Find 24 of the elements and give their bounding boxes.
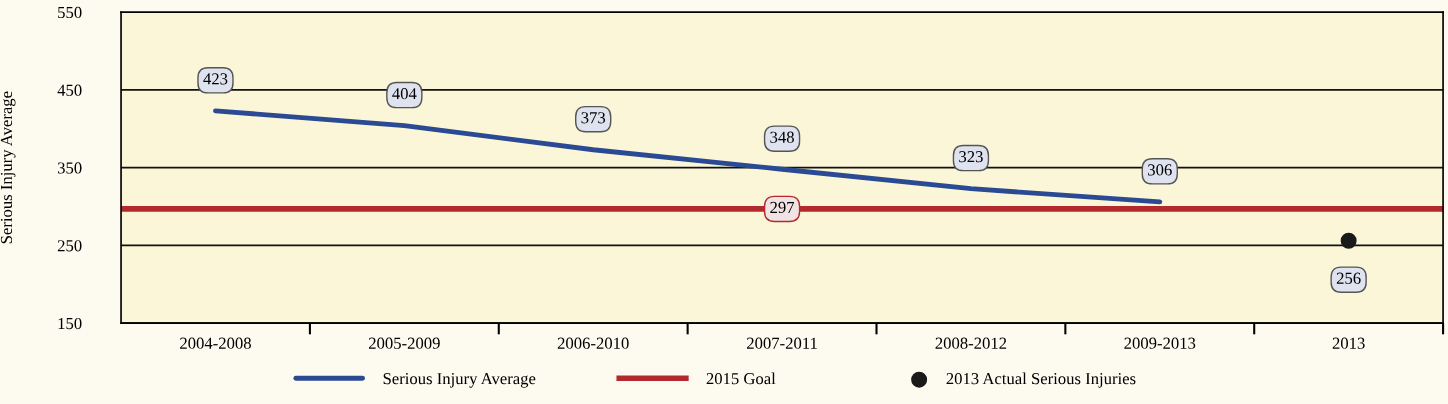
data-label: 373 — [581, 112, 606, 124]
data-label: 423 — [203, 73, 228, 85]
x-tick-label: 2007-2011 — [747, 337, 817, 349]
data-label: 306 — [1148, 164, 1172, 176]
y-tick-label: 550 — [58, 6, 82, 19]
legend-label: 2015 Goal — [706, 372, 776, 385]
x-tick-label: 2009-2013 — [1124, 337, 1196, 349]
y-tick-label: 450 — [57, 84, 82, 96]
y-axis-title: Serious Injury Average — [0, 91, 16, 244]
x-tick-label: 2013 — [1332, 337, 1365, 349]
x-tick-label: 2008-2012 — [935, 337, 1007, 349]
y-tick-label: 150 — [58, 317, 82, 330]
y-tick-label: 250 — [57, 240, 82, 252]
x-tick-label: 2006-2010 — [557, 337, 629, 349]
annotation: 297 — [770, 201, 795, 214]
x-tick-label: 2004-2008 — [180, 337, 251, 349]
y-tick-label: 350 — [57, 162, 82, 174]
legend-label: Serious Injury Average — [383, 373, 536, 388]
x-tick-label: 2005-2009 — [368, 337, 440, 349]
data-label: 256 — [1336, 272, 1361, 284]
legend-label: 2013 Actual Serious Injuries — [946, 372, 1136, 388]
data-label: 404 — [392, 88, 417, 100]
data-label: 348 — [770, 131, 794, 143]
data-label: 323 — [959, 151, 983, 163]
